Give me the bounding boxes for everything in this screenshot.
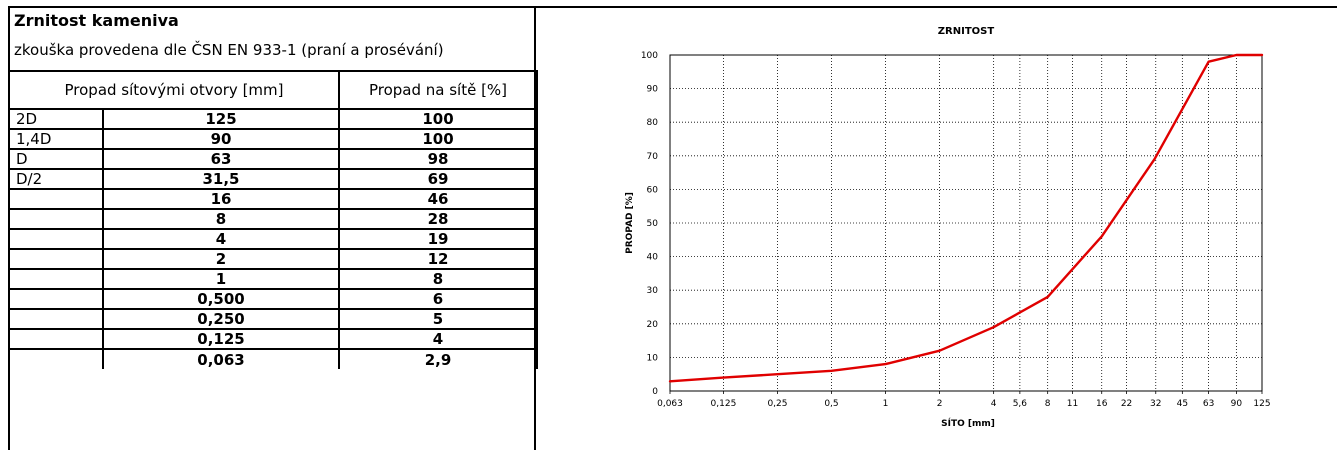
row-label [8, 348, 104, 369]
row-label [8, 288, 104, 310]
row-label [8, 188, 104, 210]
row-label [8, 248, 104, 270]
y-tick-label: 40 [647, 253, 659, 263]
row-sieve-size: 4 [102, 228, 340, 250]
y-tick-label: 90 [647, 85, 659, 95]
x-tick-label: 90 [1231, 399, 1243, 409]
table-row: D 63 98 [8, 148, 538, 170]
row-sieve-size: 2 [102, 248, 340, 270]
sheet-title: Zrnitost kameniva [14, 11, 179, 30]
x-tick-label: 0,25 [767, 399, 787, 409]
x-tick-label: 16 [1096, 399, 1108, 409]
y-tick-label: 10 [647, 353, 659, 363]
y-tick-label: 0 [652, 387, 658, 397]
row-label: 2D [8, 108, 104, 130]
row-sieve-size: 16 [102, 188, 340, 210]
row-sieve-size: 0,063 [102, 348, 340, 369]
x-tick-label: 4 [991, 399, 997, 409]
row-label [8, 268, 104, 290]
table-row: 16 46 [8, 188, 538, 210]
row-sieve-size: 0,125 [102, 328, 340, 350]
row-passing: 8 [338, 268, 538, 290]
table-row: 2D 125 100 [8, 108, 538, 130]
row-passing: 6 [338, 288, 538, 310]
x-tick-label: 125 [1253, 399, 1270, 409]
row-passing: 100 [338, 108, 538, 130]
table-row: 0,125 4 [8, 328, 538, 350]
x-tick-label: 22 [1121, 399, 1132, 409]
row-sieve-size: 63 [102, 148, 340, 170]
row-label: D [8, 148, 104, 170]
table-header-row: Propad sítovými otvory [mm] Propad na sí… [8, 70, 538, 110]
y-tick-label: 60 [647, 185, 659, 195]
row-label [8, 308, 104, 330]
row-passing: 4 [338, 328, 538, 350]
x-tick-label: 63 [1203, 399, 1214, 409]
row-label [8, 228, 104, 250]
row-sieve-size: 90 [102, 128, 340, 150]
row-passing: 100 [338, 128, 538, 150]
row-sieve-size: 1 [102, 268, 340, 290]
row-passing: 98 [338, 148, 538, 170]
row-sieve-size: 125 [102, 108, 340, 130]
x-tick-label: 8 [1045, 399, 1051, 409]
row-passing: 5 [338, 308, 538, 330]
row-sieve-size: 0,250 [102, 308, 340, 330]
y-tick-label: 80 [647, 118, 659, 128]
row-passing: 69 [338, 168, 538, 190]
table-row: 2 12 [8, 248, 538, 270]
y-tick-label: 30 [647, 286, 659, 296]
x-tick-label: 1 [883, 399, 889, 409]
y-tick-label: 50 [647, 219, 659, 229]
x-tick-label: 0,063 [657, 399, 683, 409]
table-row: D/2 31,5 69 [8, 168, 538, 190]
x-tick-label: 32 [1150, 399, 1161, 409]
row-sieve-size: 8 [102, 208, 340, 230]
row-sieve-size: 31,5 [102, 168, 340, 190]
row-passing: 19 [338, 228, 538, 250]
table-row: 0,500 6 [8, 288, 538, 310]
row-label: D/2 [8, 168, 104, 190]
row-passing: 46 [338, 188, 538, 210]
grading-chart: ZRNITOST 0 10 20 30 40 50 60 70 80 90 100 0,063 0,125… [625, 26, 1271, 429]
x-tick-label: 2 [937, 399, 943, 409]
row-label: 1,4D [8, 128, 104, 150]
table-row: 8 28 [8, 208, 538, 230]
grain-table-panel: Zrnitost kameniva zkouška provedena dle … [8, 6, 538, 450]
x-tick-label: 45 [1177, 399, 1188, 409]
x-axis-title: SÍTO [mm] [941, 417, 995, 429]
x-tick-label: 5,6 [1013, 399, 1028, 409]
x-tick-label: 0,5 [824, 399, 838, 409]
row-passing: 2,9 [338, 348, 538, 369]
y-tick-label: 100 [641, 51, 658, 61]
header-sieve: Propad sítovými otvory [mm] [8, 70, 340, 110]
chart-panel: ZRNITOST 0 10 20 30 40 50 60 70 80 90 100 0,063 0,125… [536, 6, 1337, 450]
grain-table: Propad sítovými otvory [mm] Propad na sí… [8, 70, 538, 369]
y-tick-label: 70 [647, 152, 659, 162]
row-passing: 28 [338, 208, 538, 230]
table-row: 0,063 2,9 [8, 348, 538, 369]
table-row: 1,4D 90 100 [8, 128, 538, 150]
row-passing: 12 [338, 248, 538, 270]
row-label [8, 208, 104, 230]
y-tick-label: 20 [647, 320, 659, 330]
row-label [8, 328, 104, 350]
sheet-subtitle: zkouška provedena dle ČSN EN 933-1 (pran… [14, 41, 444, 59]
row-sieve-size: 0,500 [102, 288, 340, 310]
table-row: 0,250 5 [8, 308, 538, 330]
y-axis-title: PROPAD [%] [625, 192, 635, 254]
plot-frame [669, 54, 1263, 392]
x-tick-label: 0,125 [711, 399, 737, 409]
x-tick-label: 11 [1067, 399, 1078, 409]
header-pass: Propad na sítě [%] [338, 70, 538, 110]
series-line [668, 53, 1264, 383]
table-row: 4 19 [8, 228, 538, 250]
chart-title: ZRNITOST [938, 26, 995, 37]
